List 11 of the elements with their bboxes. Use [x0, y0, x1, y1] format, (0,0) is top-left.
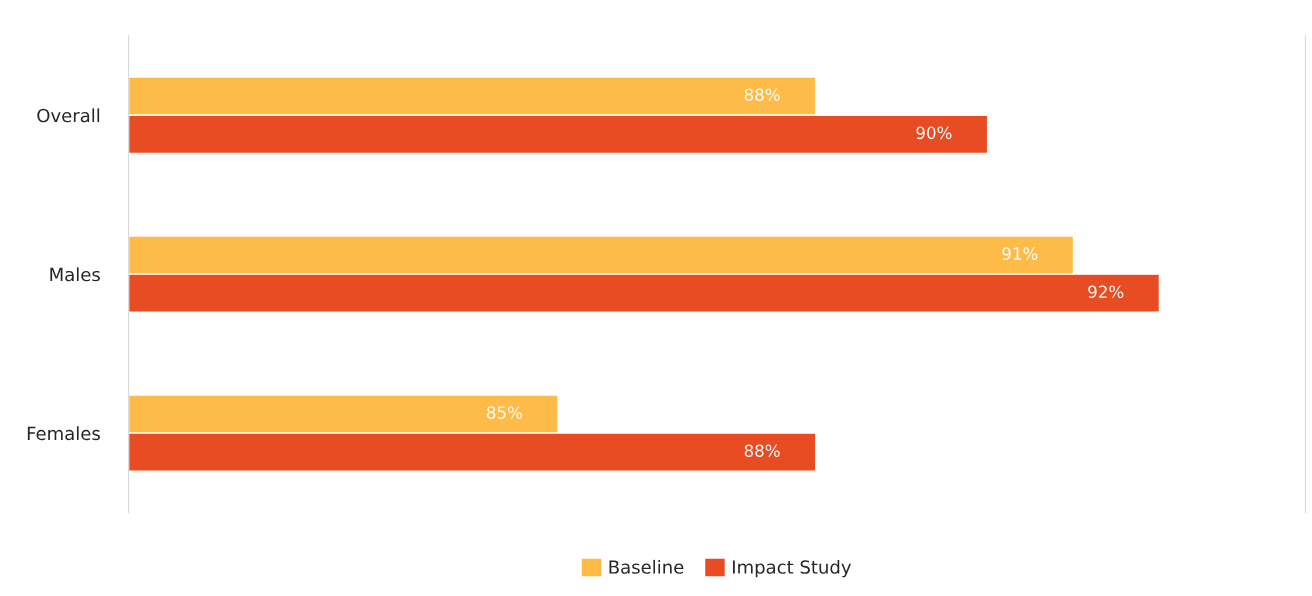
legend-label: Impact Study: [733, 559, 852, 578]
data-label: 92%: [1088, 285, 1124, 299]
data-label: 85%: [487, 406, 522, 419]
y-tick-label: Females: [27, 426, 100, 441]
data-label: 90%: [916, 126, 952, 140]
data-label: 88%: [744, 88, 780, 101]
legend-label: Baseline: [609, 559, 684, 574]
data-label: 91%: [1002, 247, 1038, 260]
y-tick-label: Overall: [37, 108, 100, 123]
y-tick-label: Males: [50, 267, 100, 282]
data-label: 88%: [744, 444, 780, 457]
